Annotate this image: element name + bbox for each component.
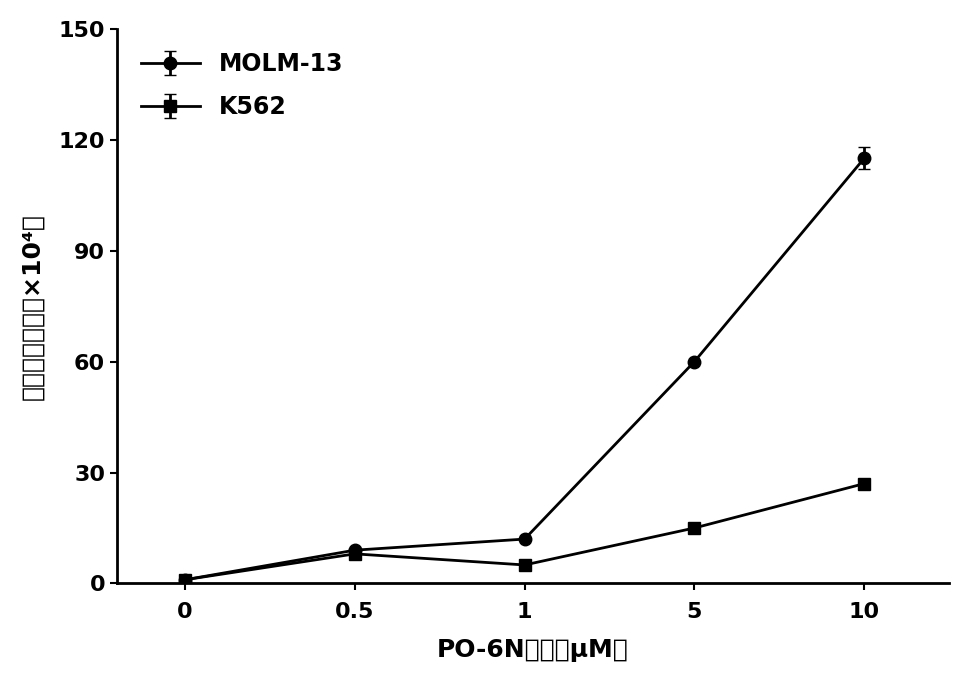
X-axis label: PO-6N浓度（μM）: PO-6N浓度（μM） bbox=[437, 638, 628, 662]
Legend: MOLM-13, K562: MOLM-13, K562 bbox=[129, 41, 355, 131]
Y-axis label: 平均荧光强度（×10⁴）: 平均荧光强度（×10⁴） bbox=[20, 212, 45, 400]
